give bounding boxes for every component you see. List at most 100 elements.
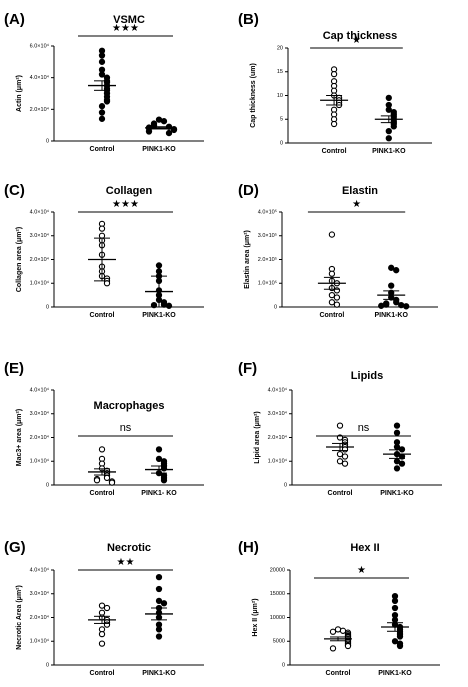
y-tick-label: 0 [282, 662, 285, 668]
data-point [393, 267, 400, 274]
y-tick-label: 6.0×10⁴ [30, 42, 50, 49]
data-point [393, 429, 401, 436]
data-point [336, 450, 344, 458]
data-point [339, 627, 347, 634]
x-category-label: Control [322, 148, 347, 155]
data-point [328, 299, 336, 306]
x-category-label: PINK1-KO [378, 670, 412, 677]
x-category-label: PINK1-KO [372, 148, 406, 155]
data-point [165, 129, 173, 137]
panel-title: VSMC [113, 14, 145, 26]
data-point [98, 52, 106, 59]
data-point [333, 301, 341, 308]
significance-label: ★ [352, 35, 361, 46]
data-point [328, 291, 336, 299]
data-point [390, 123, 397, 130]
panel-title: Elastin [342, 185, 378, 197]
y-tick-label: 3.0×10⁴ [30, 410, 50, 417]
y-axis-label: Mac3+ area (μm²) [16, 409, 23, 466]
data-point [155, 446, 163, 453]
data-point [108, 479, 116, 486]
data-point [155, 455, 163, 463]
y-tick-label: 1.0×10⁴ [30, 280, 50, 287]
data-point [330, 120, 338, 128]
y-tick-label: 4.0×10⁴ [30, 74, 50, 81]
x-category-label: PINK1-KO [142, 146, 176, 153]
x-category-label: Control [328, 490, 353, 497]
significance-label: ★ [352, 199, 361, 210]
y-tick-label: 2.0×10⁴ [30, 434, 50, 441]
y-tick-label: 0 [46, 482, 49, 488]
data-point [385, 135, 392, 142]
y-tick-label: 0 [284, 482, 287, 488]
y-axis-label: Necrotic Area (μm²) [16, 585, 23, 650]
data-point [336, 422, 344, 429]
data-point [165, 302, 173, 309]
data-point [98, 446, 106, 453]
data-point [396, 633, 404, 640]
panel-letter: (G) [4, 539, 26, 556]
x-category-label: PINK1-KO [142, 670, 176, 677]
y-tick-label: 4.0×10⁴ [30, 566, 50, 573]
data-point [155, 626, 163, 633]
panel-letter: (D) [238, 182, 259, 199]
data-point [378, 302, 385, 309]
data-point [98, 71, 106, 78]
significance-label: ★ [357, 565, 366, 576]
data-point [385, 106, 392, 113]
y-tick-label: 5 [280, 117, 283, 123]
data-point [398, 460, 406, 467]
x-category-label: PINK1-KO [374, 312, 408, 319]
y-axis-label: Collagen area (μm²) [16, 227, 23, 292]
y-tick-label: 2.0×10⁴ [30, 106, 50, 113]
data-point [328, 270, 336, 277]
y-tick-label: 0 [46, 662, 49, 668]
y-tick-label: 10000 [270, 615, 285, 621]
data-point [160, 477, 168, 484]
data-point [98, 58, 106, 65]
data-point [393, 299, 400, 306]
y-tick-label: 4.0×10⁴ [30, 386, 50, 393]
y-tick-label: 0 [46, 304, 49, 310]
data-point [336, 458, 344, 465]
data-point [103, 474, 111, 482]
data-point [334, 626, 342, 633]
y-tick-label: 4.0×10⁴ [268, 386, 288, 393]
y-tick-label: 0 [46, 138, 49, 144]
x-category-label: PINK1-KO [380, 490, 414, 497]
panel-letter: (C) [4, 182, 25, 199]
data-point [403, 303, 410, 310]
y-tick-label: 20000 [270, 567, 285, 573]
x-category-label: Control [326, 670, 351, 677]
panel-title: Cap thickness [323, 30, 398, 42]
panel-letter: (A) [4, 11, 25, 28]
data-point [155, 633, 163, 640]
data-point [98, 630, 106, 638]
y-tick-label: 1.0×10⁴ [30, 638, 50, 645]
y-tick-label: 4.0×10⁴ [30, 208, 50, 215]
data-point [329, 628, 337, 635]
y-tick-label: 3.0×10⁴ [30, 232, 50, 239]
data-point [160, 301, 168, 308]
data-point [393, 465, 401, 472]
data-point [388, 282, 395, 289]
chart-panel-1: (A) VSMC 0 2.0×10⁴ 4.0×10⁴ 6.0×10⁴ Actin (μm²)… [4, 11, 204, 153]
data-point [393, 443, 401, 451]
y-tick-label: 20 [277, 45, 283, 51]
y-tick-label: 2.0×10⁴ [30, 256, 50, 263]
data-point [391, 597, 399, 605]
y-tick-label: 0 [280, 140, 283, 146]
data-point [165, 123, 173, 130]
y-tick-label: 15000 [270, 591, 285, 597]
y-axis-label: Elastin area (μm²) [244, 230, 251, 289]
data-point [160, 600, 168, 607]
y-tick-label: 1.0×10⁴ [268, 458, 288, 465]
data-point [330, 70, 338, 78]
data-point [333, 287, 341, 294]
x-category-label: Control [90, 312, 115, 319]
data-point [393, 458, 401, 465]
data-point [391, 638, 399, 645]
y-axis-label: Cap thickness (um) [250, 63, 257, 128]
data-point [341, 453, 349, 460]
